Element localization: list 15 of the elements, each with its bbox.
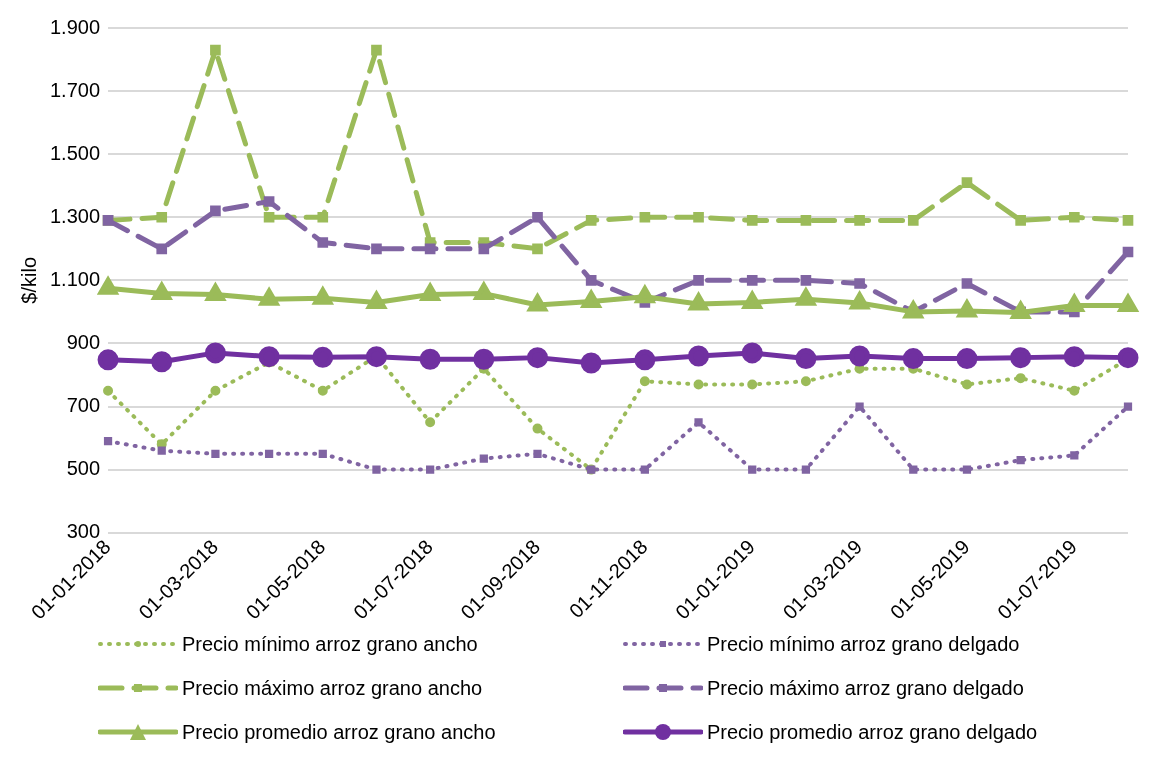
- y-tick-label: 1.900: [49, 15, 101, 38]
- legend-label: Precio mínimo arroz grano delgado: [707, 632, 1020, 656]
- y-tick-label: 700: [66, 394, 101, 417]
- legend-label: Precio promedio arroz grano ancho: [182, 720, 496, 744]
- legend-label: Precio máximo arroz grano delgado: [707, 676, 1024, 700]
- legend-label: Precio máximo arroz grano ancho: [182, 676, 483, 700]
- y-tick-label: 1.100: [49, 267, 101, 290]
- y-tick-label: 900: [66, 330, 101, 353]
- legend-label: Precio mínimo arroz grano ancho: [182, 632, 478, 656]
- y-tick-label: 1.500: [49, 141, 101, 164]
- y-tick-label: 1.300: [49, 204, 101, 227]
- legend-label: Precio promedio arroz grano delgado: [707, 720, 1038, 744]
- y-axis-title: $/kilo: [17, 256, 40, 304]
- y-tick-label: 500: [66, 457, 101, 480]
- y-tick-label: 1.700: [49, 78, 101, 101]
